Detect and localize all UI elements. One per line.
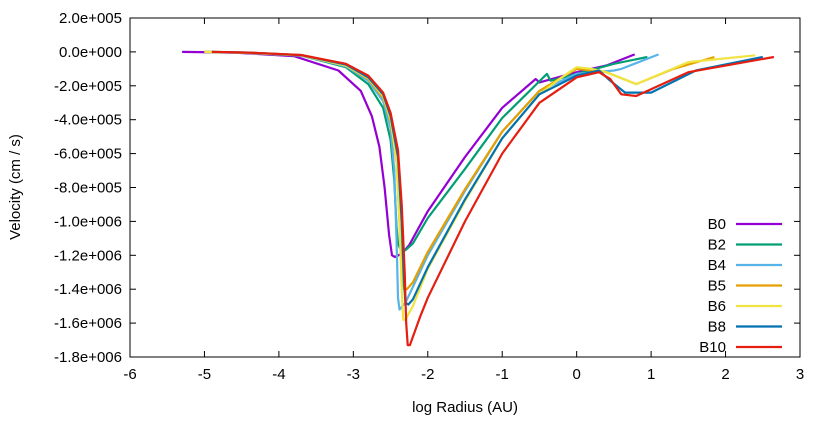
x-tick-label: -5 (198, 366, 211, 383)
series-line-b5 (204, 50, 715, 291)
x-tick-label: 2 (721, 366, 729, 383)
y-tick-label: -1.8e+006 (54, 349, 122, 366)
y-tick-label: -6.0e+005 (54, 146, 122, 163)
legend-label-b8: B8 (708, 319, 726, 336)
series-line-b2 (204, 50, 648, 252)
x-tick-label: 0 (572, 366, 580, 383)
y-tick-label: 0.0e+000 (59, 44, 122, 61)
legend-label-b10: B10 (699, 339, 726, 356)
x-axis-ticks: -6 -5 -4 -3 -2 -1 0 1 2 3 (123, 18, 804, 383)
y-tick-label: 2.0e+005 (59, 10, 122, 27)
series-line-b6 (204, 50, 756, 321)
legend-label-b2: B2 (708, 237, 726, 254)
x-tick-label: -1 (496, 366, 509, 383)
y-tick-label: -1.0e+006 (54, 213, 122, 230)
legend-label-b5: B5 (708, 278, 726, 295)
x-tick-label: -6 (123, 366, 136, 383)
series-line-b4 (204, 50, 659, 311)
x-tick-label: 1 (647, 366, 655, 383)
series-line-b0 (182, 50, 636, 259)
y-axis-title: Velocity (cm / s) (7, 134, 24, 240)
x-tick-label: -4 (272, 366, 285, 383)
x-axis-title: log Radius (AU) (412, 399, 518, 416)
series-lines (182, 50, 775, 347)
x-tick-label: 3 (796, 366, 804, 383)
series-line-b8 (211, 50, 764, 306)
x-tick-label: -3 (347, 366, 360, 383)
y-tick-label: -8.0e+005 (54, 180, 122, 197)
y-tick-label: -1.6e+006 (54, 315, 122, 332)
y-axis-ticks: 2.0e+005 0.0e+000 -2.0e+005 -4.0e+005 -6.0e+… (54, 10, 800, 366)
y-tick-label: -1.4e+006 (54, 281, 122, 298)
series-line-b10 (211, 50, 775, 347)
legend-label-b4: B4 (708, 257, 726, 274)
legend: B0 B2 B4 B5 B6 B8 B10 (699, 216, 782, 356)
y-tick-label: -2.0e+005 (54, 78, 122, 95)
legend-label-b0: B0 (708, 216, 726, 233)
y-tick-label: -1.2e+006 (54, 247, 122, 264)
y-tick-label: -4.0e+005 (54, 112, 122, 129)
x-tick-label: -2 (421, 366, 434, 383)
legend-label-b6: B6 (708, 298, 726, 315)
